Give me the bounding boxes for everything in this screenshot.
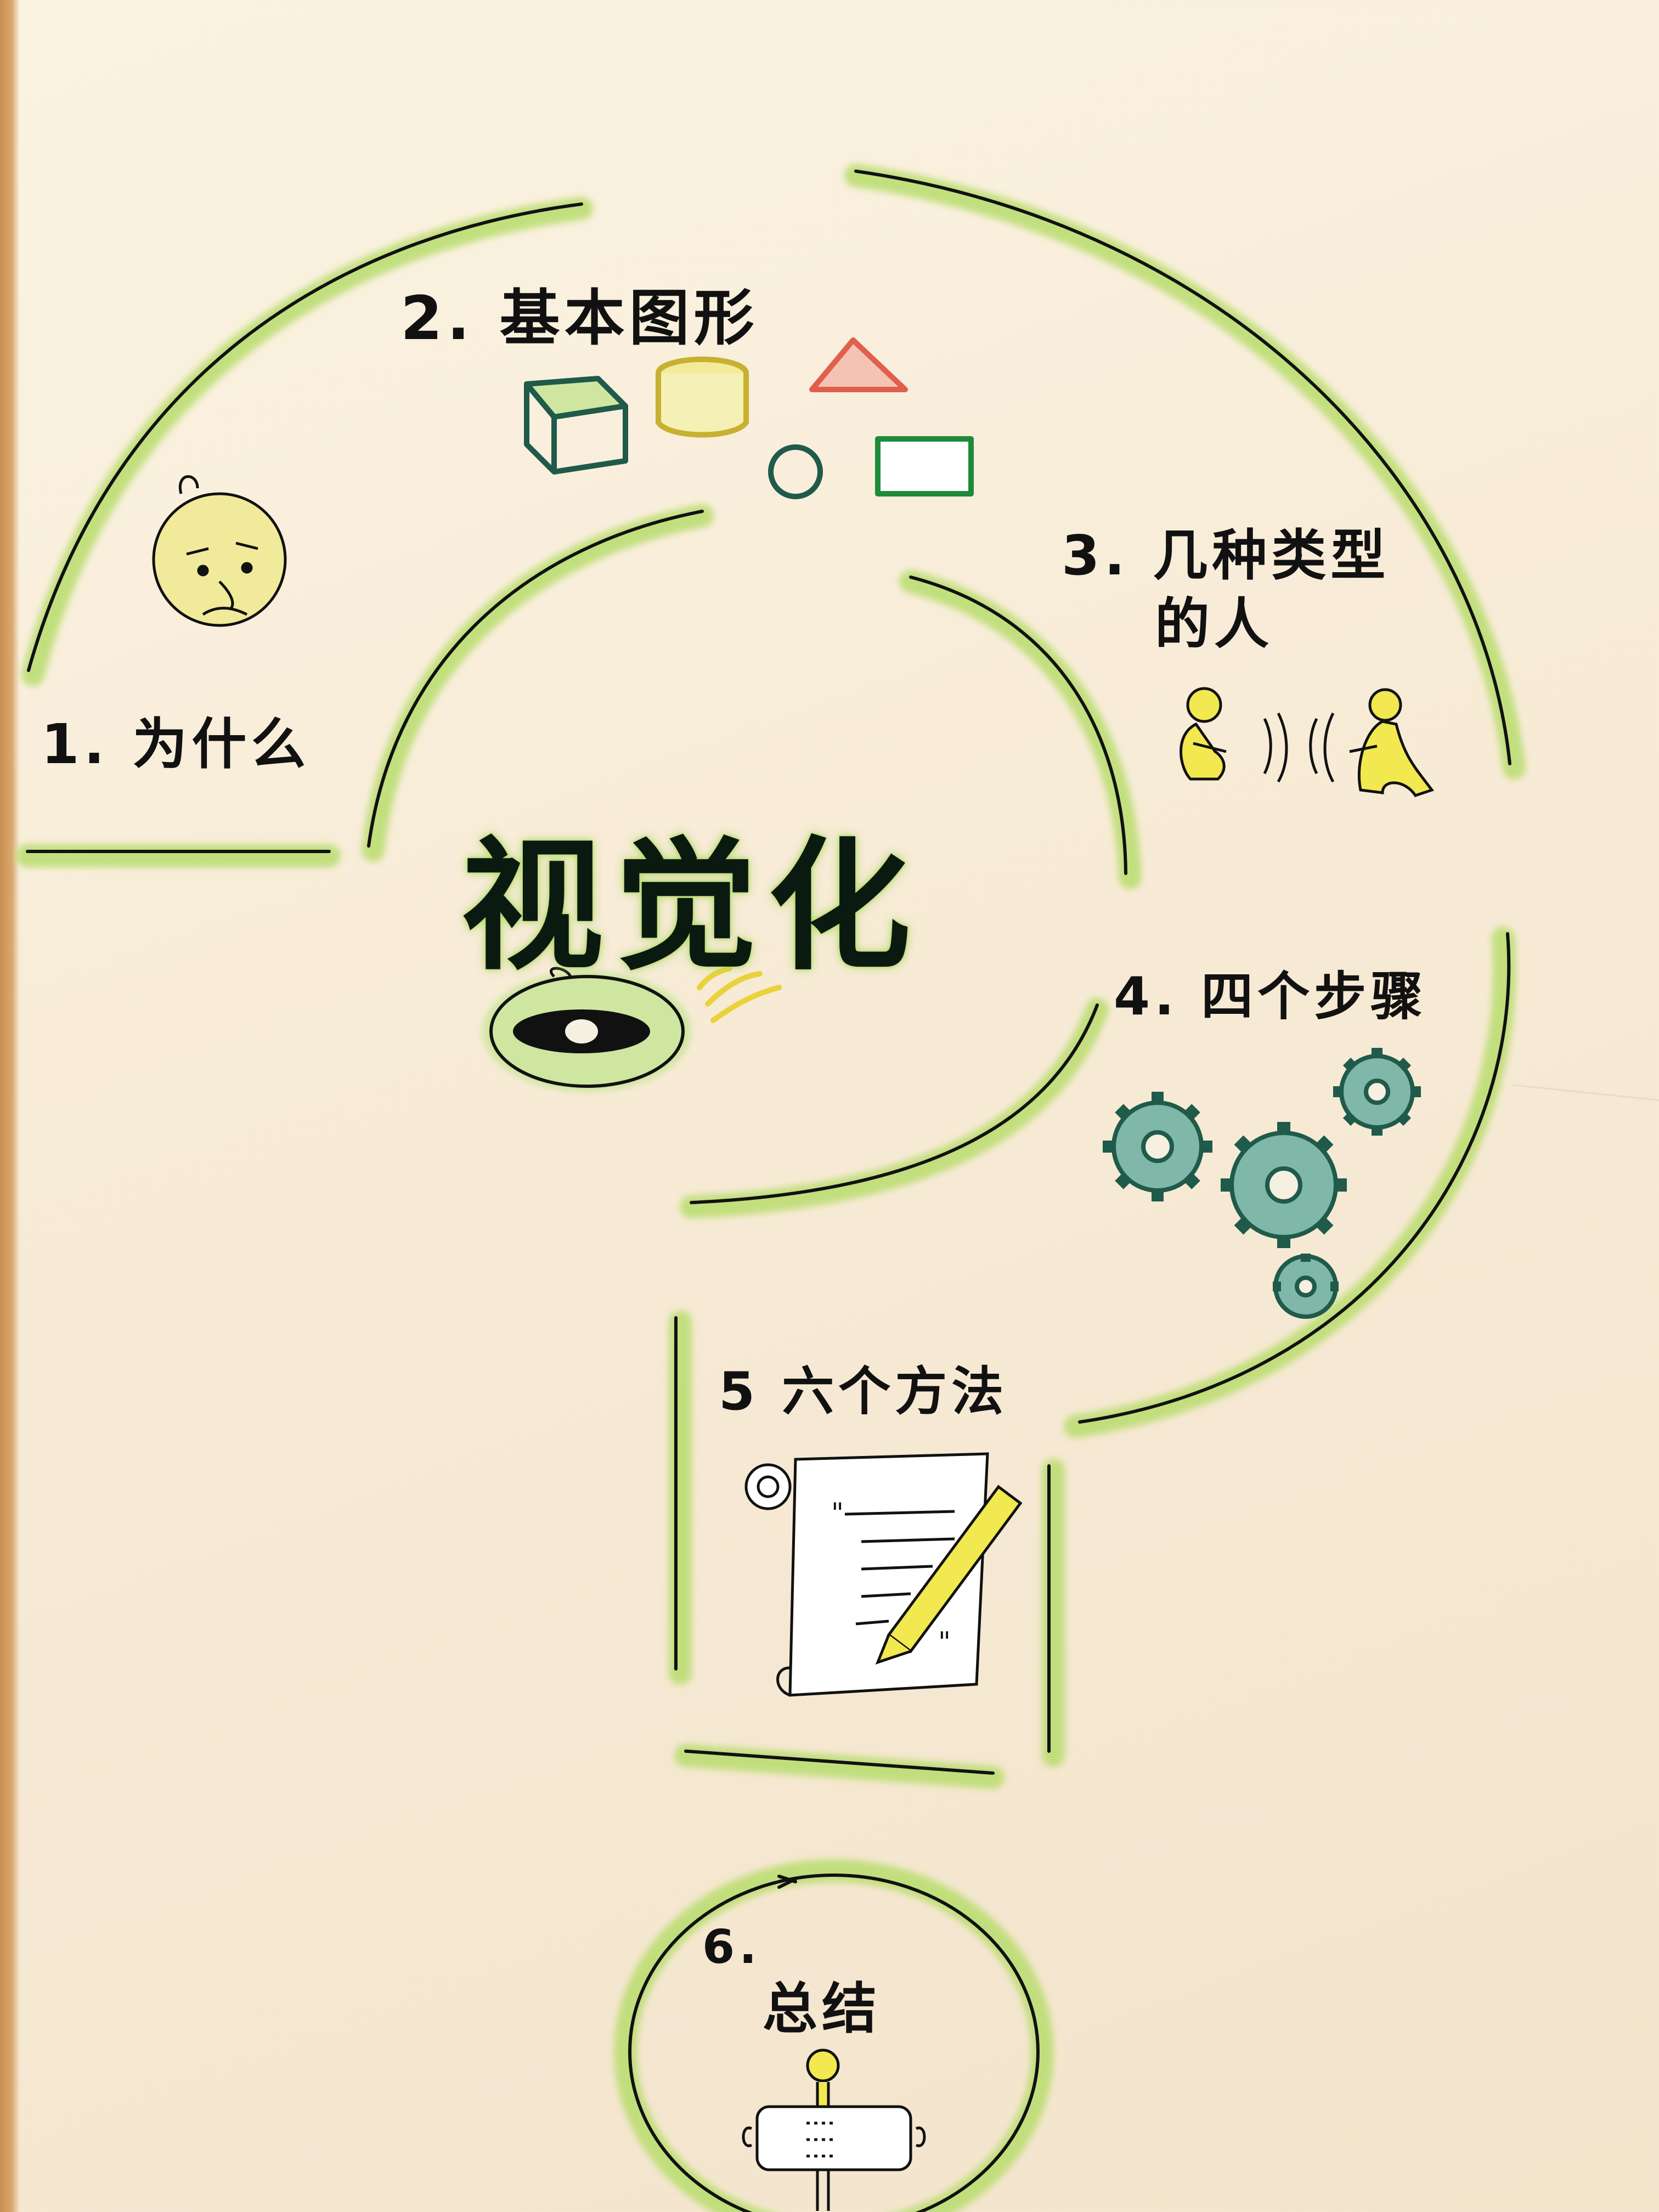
eye-icon (483, 966, 782, 1092)
section-3-number: 3. (1062, 523, 1130, 588)
section-4-number: 4. (1114, 967, 1179, 1027)
section-2-text: 基本图形 (499, 283, 759, 353)
scroll-with-pen-icon: " " (744, 1452, 1023, 1697)
section-2-label: 2. 基本图形 (400, 269, 759, 357)
green-highlight-strokes (16, 164, 1526, 2212)
question-mark-outline (26, 170, 1511, 2212)
section-1-number: 1. (41, 712, 109, 776)
svg-text:": " (938, 1626, 951, 1658)
table-edge (0, 0, 20, 2212)
section-4-label: 4. 四个步骤 (1114, 955, 1427, 1030)
section-6-text: 总结 (763, 1977, 881, 2041)
puzzled-face-icon (152, 475, 287, 627)
section-5-text: 六个方法 (782, 1362, 1008, 1422)
two-people-talking-icon (1180, 687, 1435, 797)
gear-center (1221, 1122, 1347, 1248)
section-2-number: 2. (400, 283, 475, 353)
section-4-text: 四个步骤 (1201, 967, 1427, 1027)
basic-shapes-icon (524, 337, 974, 499)
svg-text:": " (831, 1497, 844, 1529)
cylinder-shape (656, 357, 749, 438)
section-6-number: 6. (702, 1920, 761, 1974)
section-3-label: 3. 几种类型 的人 (1062, 521, 1390, 658)
gear-bottom (1273, 1254, 1339, 1319)
gear-left (1103, 1092, 1212, 1201)
triangle-shape (809, 337, 908, 392)
circle-shape (768, 444, 823, 499)
sound-waves-icon (697, 966, 782, 1023)
cube-shape (524, 376, 628, 475)
person-holding-list-icon (742, 2049, 926, 2211)
diagram-title: 视觉化 (461, 824, 922, 990)
section-5-label: 5 六个方法 (719, 1350, 1008, 1425)
gears-icon (1103, 1048, 1421, 1319)
gear-right (1333, 1048, 1421, 1136)
section-3-text-line2: 的人 (1155, 592, 1273, 656)
section-3-text: 几种类型 (1153, 523, 1390, 588)
section-1-label: 1. 为什么 (41, 699, 310, 779)
rectangle-shape (875, 436, 974, 496)
section-5-number: 5 (719, 1362, 760, 1422)
section-1-text: 为什么 (132, 712, 311, 776)
